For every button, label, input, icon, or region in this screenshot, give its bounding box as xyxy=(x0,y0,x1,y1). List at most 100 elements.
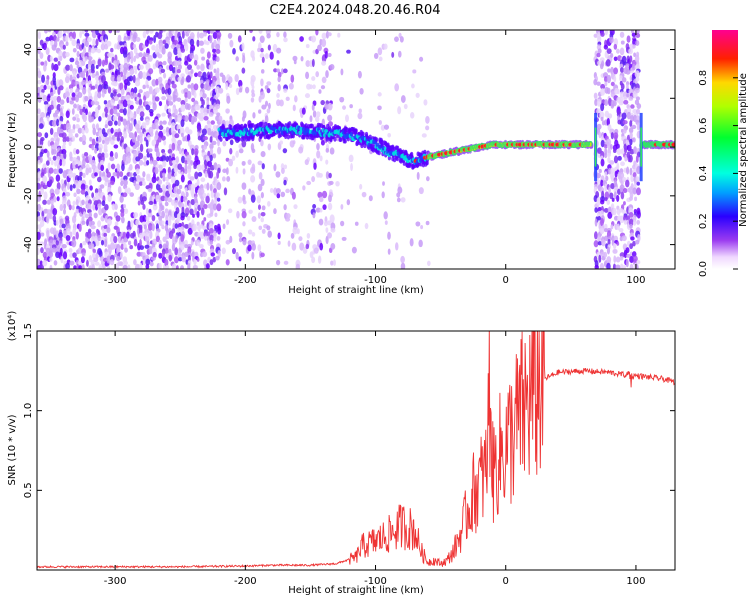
spectrogram-noise-cell xyxy=(161,210,165,219)
colorbar-tick-label: 0.4 xyxy=(698,165,709,181)
spectrogram-noise-cell xyxy=(123,260,128,266)
spectrogram-noise-cell xyxy=(81,264,85,269)
spectrogram-noise-cell xyxy=(635,108,641,115)
spectrogram-noise-cell xyxy=(378,56,383,62)
spectrogram-noise-cell xyxy=(142,44,146,49)
spectrogram-noise-cell xyxy=(62,251,68,260)
spectrogram-noise-cell xyxy=(368,195,373,202)
spectrogram-noise-cell xyxy=(216,197,221,202)
spectrogram-noise-cell xyxy=(149,160,153,165)
spectrogram-noise-cell xyxy=(194,72,198,78)
spectrogram-noise-cell xyxy=(225,239,231,245)
spectrogram-noise-cell xyxy=(56,196,60,202)
spectrogram-noise-cell xyxy=(282,148,288,154)
spectrogram-noise-cell xyxy=(311,104,315,111)
spectrogram-noise-cell xyxy=(126,54,131,63)
spectrogram-noise-cell xyxy=(322,204,327,211)
spectrogram-noise-cell xyxy=(203,204,208,210)
spectrogram-noise-cell xyxy=(606,48,612,54)
spectrogram-noise-cell xyxy=(257,160,263,166)
spectrogram-noise-cell xyxy=(142,71,147,80)
spectrogram-noise-cell xyxy=(65,234,71,242)
spectrogram-noise-cell xyxy=(597,35,602,44)
spectrogram-noise-cell xyxy=(636,122,640,131)
spectrogram-noise-cell xyxy=(166,94,173,102)
spectrogram-noise-cell xyxy=(242,221,246,227)
spectrogram-noise-cell xyxy=(275,171,281,178)
spectrogram-noise-cell xyxy=(53,260,58,266)
spectrogram-ridge-cell xyxy=(237,136,241,142)
spectrogram-noise-cell xyxy=(135,219,140,227)
spectrogram-noise-cell xyxy=(174,133,180,139)
spectrogram-noise-cell xyxy=(66,228,71,235)
spectrogram-noise-cell xyxy=(93,94,98,102)
spectrogram-noise-cell xyxy=(100,239,105,246)
spectrogram-noise-cell xyxy=(49,179,53,186)
spectrogram-spike-core xyxy=(594,127,597,167)
spectrogram-noise-cell xyxy=(165,126,170,134)
spectrogram-noise-cell xyxy=(193,91,197,99)
spectrogram-noise-cell xyxy=(624,154,628,162)
spectrogram-noise-cell xyxy=(415,221,421,227)
spectrogram-noise-cell xyxy=(612,248,618,254)
spectrogram-noise-cell xyxy=(58,168,63,174)
spectrogram-noise-cell xyxy=(86,259,89,267)
spectrogram-noise-cell xyxy=(634,70,640,78)
spectrogram-noise-cell xyxy=(228,158,234,167)
spectrogram-noise-cell xyxy=(600,179,604,187)
spectrogram-noise-cell xyxy=(377,92,382,97)
snr-x-label: Height of straight line (km) xyxy=(288,585,424,596)
spectrogram-noise-cell xyxy=(123,208,129,214)
spectrogram-noise-cell xyxy=(48,104,55,110)
spectrogram-noise-cell xyxy=(327,232,333,239)
spectrogram-noise-cell xyxy=(178,257,183,262)
spectrogram-noise-cell xyxy=(193,59,198,66)
spectrogram-noise-cell xyxy=(291,242,297,251)
spectrogram-noise-cell xyxy=(82,106,86,114)
spectrogram-noise-cell xyxy=(68,140,72,147)
spectrogram-noise-cell xyxy=(632,44,636,49)
spectrogram-noise-cell xyxy=(260,211,266,217)
spectrogram-noise-cell xyxy=(187,262,191,269)
spectrogram-noise-cell xyxy=(94,188,99,194)
spectrogram-noise-cell xyxy=(610,81,615,87)
spectrogram-noise-cell xyxy=(46,150,50,159)
spectrogram-noise-cell xyxy=(144,136,147,142)
spectrogram-noise-cell xyxy=(174,223,179,229)
spectrogram-noise-cell xyxy=(161,112,166,117)
spectrogram-noise-cell xyxy=(177,251,182,259)
spectrogram-noise-cell xyxy=(325,70,329,79)
spectrogram-noise-cell xyxy=(619,91,624,98)
spectrogram-noise-cell xyxy=(84,40,89,48)
spectrogram-noise-cell xyxy=(626,35,631,43)
spectrogram-noise-cell xyxy=(635,176,640,182)
spectrogram-noise-cell xyxy=(235,87,240,96)
spectrogram-noise-cell xyxy=(215,192,220,198)
spectrogram-noise-cell xyxy=(152,63,157,70)
spectrogram-noise-cell xyxy=(52,89,56,95)
spectrogram-noise-cell xyxy=(228,76,233,84)
spectrogram-ridge-cell xyxy=(234,124,238,129)
spectrogram-noise-cell xyxy=(147,222,153,231)
spectrogram-noise-cell xyxy=(298,146,304,154)
snr-x-tick-label: 0 xyxy=(503,576,509,587)
spectrogram-noise-cell xyxy=(162,175,166,182)
spectrogram-noise-cell xyxy=(250,78,255,87)
spectrogram-noise-cell xyxy=(276,193,281,199)
spectrogram-y-tick-label: 20 xyxy=(23,92,34,105)
spectrogram-noise-cell xyxy=(47,157,52,162)
spectrogram-noise-cell xyxy=(94,84,98,89)
spectrogram-noise-cell xyxy=(116,136,121,142)
spectrogram-noise-cell xyxy=(161,251,165,257)
spectrogram-noise-cell xyxy=(148,30,154,34)
spectrogram-noise-cell xyxy=(174,247,179,256)
spectrogram-y-label: Frequency (Hz) xyxy=(7,112,18,188)
spectrogram-noise-cell xyxy=(315,207,321,213)
spectrogram-noise-cell xyxy=(635,76,640,82)
spectrogram-noise-cell xyxy=(630,236,635,241)
spectrogram-noise-cell xyxy=(247,244,252,252)
spectrogram-noise-cell xyxy=(167,172,172,180)
spectrogram-noise-cell xyxy=(187,90,192,100)
spectrogram-noise-cell xyxy=(93,257,99,263)
spectrogram-noise-cell xyxy=(87,37,92,43)
